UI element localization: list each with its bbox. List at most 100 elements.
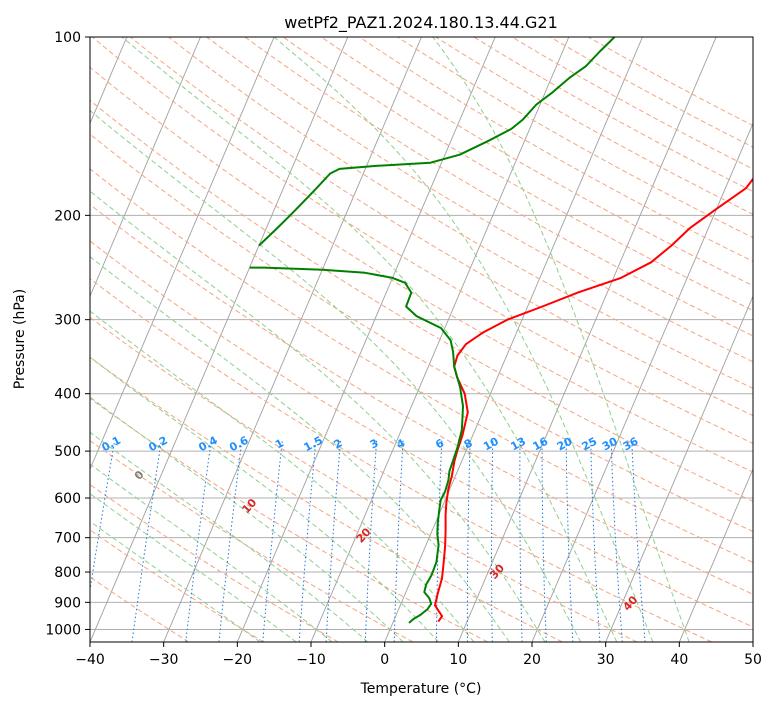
dry-adiabat-line [90,397,488,642]
isotherm-line [163,37,422,642]
dry-adiabat-line [90,240,753,628]
dry-adiabat-line [206,37,753,363]
y-tick-label: 200 [54,208,81,224]
mixing-ratio-label: 4 [394,436,407,451]
dry-adiabat-line [90,316,638,642]
x-tick-label: 20 [523,652,541,668]
dry-adiabat-line [511,37,753,170]
y-tick-label: 900 [54,595,81,611]
mixing-ratio-line [541,440,547,642]
moist-adiabat-line [90,310,475,642]
mixing-ratio-label: 36 [621,435,641,454]
moist-adiabat-line [90,463,333,642]
isotherm-line [752,640,753,642]
dry-adiabat-label: 30 [487,561,507,581]
moist-adiabat-line [432,37,690,642]
y-tick-label: 700 [54,531,81,547]
x-tick-label: 30 [597,652,615,668]
x-axis-title: Temperature (°C) [360,681,482,697]
mixing-ratio-label: 13 [508,435,528,454]
x-tick-label: −30 [149,652,179,668]
mixing-ratio-line [631,440,646,642]
dry-adiabat-label: 10 [239,496,259,516]
isotherm-line [678,467,753,642]
mixing-ratio-label: 16 [531,435,551,454]
y-tick-label: 100 [54,30,81,46]
isotherm-line [90,37,275,471]
mixing-ratio-label: 20 [555,435,575,454]
dry-adiabat-line [90,99,753,502]
x-tick-label: −20 [223,652,253,668]
x-tick-label: −10 [296,652,326,668]
mixing-ratio-label: 30 [600,435,620,454]
mixing-ratio-line [364,440,378,642]
dry-adiabat-line [473,37,753,192]
dry-adiabat-label: -10 [22,431,45,455]
moist-adiabat-line [90,520,261,642]
moist-adiabat-line [90,190,546,642]
y-tick-label: 400 [54,387,81,403]
isotherm-line [531,122,753,642]
mixing-ratio-line [218,440,243,642]
plot-frame [89,36,754,643]
background-lines [90,37,753,642]
dry-adiabat-line [90,133,753,533]
dry-adiabat-line [90,483,339,642]
moist-adiabat-line [90,256,510,642]
moist-adiabat-line [90,356,439,642]
dry-adiabat-line [90,529,264,642]
isotherm-line [90,37,349,642]
sounding-profile-line [258,37,616,247]
mixing-ratio-line [519,440,523,642]
mixing-ratio-label: 3 [368,436,381,451]
dry-adiabat-line [90,66,753,473]
moist-adiabat-line [273,37,654,642]
mixing-ratio-label: 6 [433,436,446,451]
dry-adiabat-line [91,37,753,444]
moist-adiabat-line [121,37,618,642]
x-tick-label: 50 [744,652,762,668]
mixing-ratio-label: 25 [580,435,600,454]
dry-adiabat-label: 20 [354,525,374,545]
isotherm-line [236,37,496,642]
sounding-profile-line [249,266,464,624]
moist-adiabat-line [90,431,369,642]
mixing-ratio-line [393,440,404,642]
mixing-ratio-line [590,440,601,642]
isotherm-line [605,295,753,642]
mixing-ratio-label: 1 [273,436,286,451]
isotherm-line [457,37,717,642]
x-axis: −40 −30 −20 −10 0 10 20 30 40 50 [75,642,762,668]
moist-adiabat-line [90,396,404,642]
sounding-profile-line [434,177,753,623]
x-tick-label: 0 [380,652,389,668]
y-tick-label: 500 [54,444,81,460]
isotherm-line [90,37,201,298]
dry-adiabat-line [90,576,190,642]
line-labels: 0.10.20.40.611.52346810131620253036-100-… [22,431,641,614]
dry-adiabat-line [90,203,753,595]
dry-adiabat-line [90,168,753,563]
dry-adiabat-label: 0 [132,468,147,483]
moist-adiabat-line [90,109,582,642]
mixing-ratio-line [298,440,317,642]
y-tick-label: 800 [54,565,81,581]
moist-adiabat-line [90,493,297,642]
x-tick-label: 10 [449,652,467,668]
dry-adiabat-line [359,37,753,262]
mixing-ratio-line [610,440,623,642]
dry-adiabat-line [130,37,753,417]
dry-adiabat-line [244,37,753,337]
dry-adiabat-line [320,37,753,287]
y-tick-label: 300 [54,313,81,329]
dry-adiabat-line [90,440,414,642]
y-axis-title: Pressure (hPa) [12,289,28,389]
y-axis: 100 200 300 400 500 600 700 800 900 1000 [45,30,90,638]
mixing-ratio-line [491,440,494,642]
mixing-ratio-line [565,440,574,642]
x-tick-label: 40 [670,652,688,668]
chart-title: wetPf2_PAZ1.2024.180.13.44.G21 [284,13,558,33]
series-layer [249,37,753,624]
dry-adiabat-line [282,37,753,312]
